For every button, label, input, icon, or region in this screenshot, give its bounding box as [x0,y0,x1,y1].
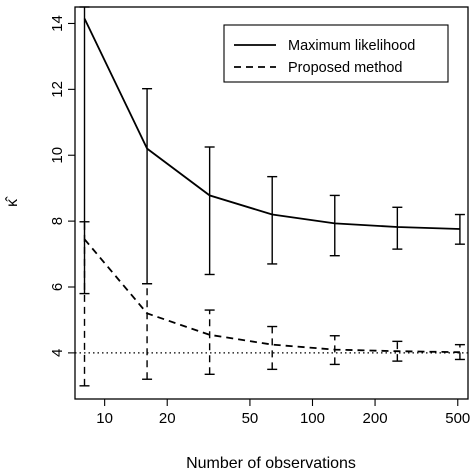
series-proposed-method [79,221,465,387]
error-bar [79,6,90,295]
error-bar [329,194,340,257]
error-bar [142,87,153,285]
x-tick-label: 20 [159,410,176,427]
series-layer [79,6,465,387]
y-axis: 4 6 8 10 12 14 [49,15,75,357]
error-bar [79,221,90,387]
series-maximum-likelihood [79,6,465,295]
y-tick-label: 4 [49,349,66,357]
error-bar [454,343,465,361]
series-line [83,238,460,354]
y-tick-label: 10 [49,147,66,164]
error-bar [454,213,465,245]
x-tick-label: 50 [242,410,259,427]
x-axis: 10 20 50 100 200 500 [96,399,470,427]
error-bar [392,206,403,250]
y-tick-label: 14 [49,15,66,32]
error-bar [204,309,215,375]
series-line [83,18,460,230]
legend-label: Maximum likelihood [288,38,415,54]
legend-box [223,24,449,83]
error-bar [142,283,153,380]
plot-area [74,6,469,400]
x-axis-title: Number of observations [186,455,356,472]
legend-label: Proposed method [288,60,402,76]
x-tick-label: 500 [445,410,470,427]
y-tick-label: 8 [49,217,66,225]
y-tick-label: 6 [49,283,66,291]
error-bar [267,175,278,265]
error-bar [267,325,278,371]
error-bar [392,340,403,362]
x-tick-label: 10 [96,410,113,427]
plot-frame [74,6,469,400]
x-tick-label: 100 [300,410,325,427]
error-bar [204,146,215,276]
legend: Maximum likelihood Proposed method [223,24,449,83]
y-tick-label: 12 [49,81,66,98]
y-axis-title: κ̂ [4,196,21,207]
x-tick-label: 200 [363,410,388,427]
